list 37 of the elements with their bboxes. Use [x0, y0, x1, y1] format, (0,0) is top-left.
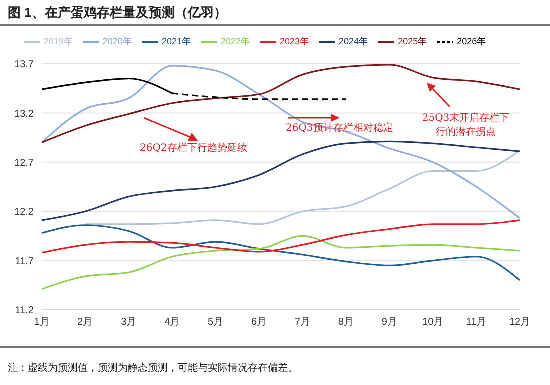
legend-label: 2020年 — [102, 36, 132, 46]
line-series — [41, 65, 521, 220]
x-tick-label: 11月 — [466, 317, 487, 328]
annotation: 26Q3预计存栏相对稳定 — [286, 122, 394, 136]
legend-label: 2023年 — [280, 36, 310, 46]
x-tick-label: 4月 — [164, 317, 180, 328]
line-series — [41, 64, 521, 144]
line-series — [41, 140, 521, 222]
x-tick-label: 5月 — [208, 317, 224, 328]
x-tick-label: 1月 — [34, 317, 50, 328]
annotation: 26Q2存栏下行趋势延续 — [140, 142, 248, 156]
x-tick-label: 8月 — [338, 317, 354, 328]
annotation: 25Q3末开启存栏下行的潜在拐点 — [421, 112, 511, 140]
legend-label: 2026年 — [457, 36, 486, 46]
y-tick-label: 11.2 — [15, 306, 34, 317]
legend-label: 2022年 — [220, 36, 250, 46]
line-series — [41, 220, 521, 254]
x-tick-label: 12月 — [509, 317, 531, 328]
x-tick-label: 3月 — [121, 317, 137, 328]
line-series — [41, 235, 521, 290]
text: 注：虚线为预测值，预测为静态预测，可能与实际情况存在偏差。 — [8, 362, 298, 376]
x-tick-label: 2月 — [78, 317, 94, 328]
x-tick-label: 9月 — [382, 317, 398, 328]
y-tick-label: 12.7 — [14, 158, 34, 169]
legend-label: 2025年 — [398, 36, 428, 46]
chart-title: 图 1、在产蛋鸡存栏量及预测（亿羽） — [8, 4, 227, 22]
y-tick-label: 13.2 — [14, 108, 34, 120]
y-tick-label: 11.7 — [15, 256, 34, 268]
legend-label: 2019年 — [44, 36, 73, 46]
x-tick-label: 7月 — [294, 317, 311, 328]
line-series — [41, 224, 521, 282]
x-tick-label: 10月 — [422, 317, 444, 328]
legend-label: 2024年 — [339, 36, 368, 46]
y-tick-label: 13.7 — [14, 60, 34, 71]
y-tick-label: 12.2 — [14, 207, 34, 218]
x-tick-label: 6月 — [251, 317, 268, 328]
legend-label: 2021年 — [162, 36, 191, 46]
